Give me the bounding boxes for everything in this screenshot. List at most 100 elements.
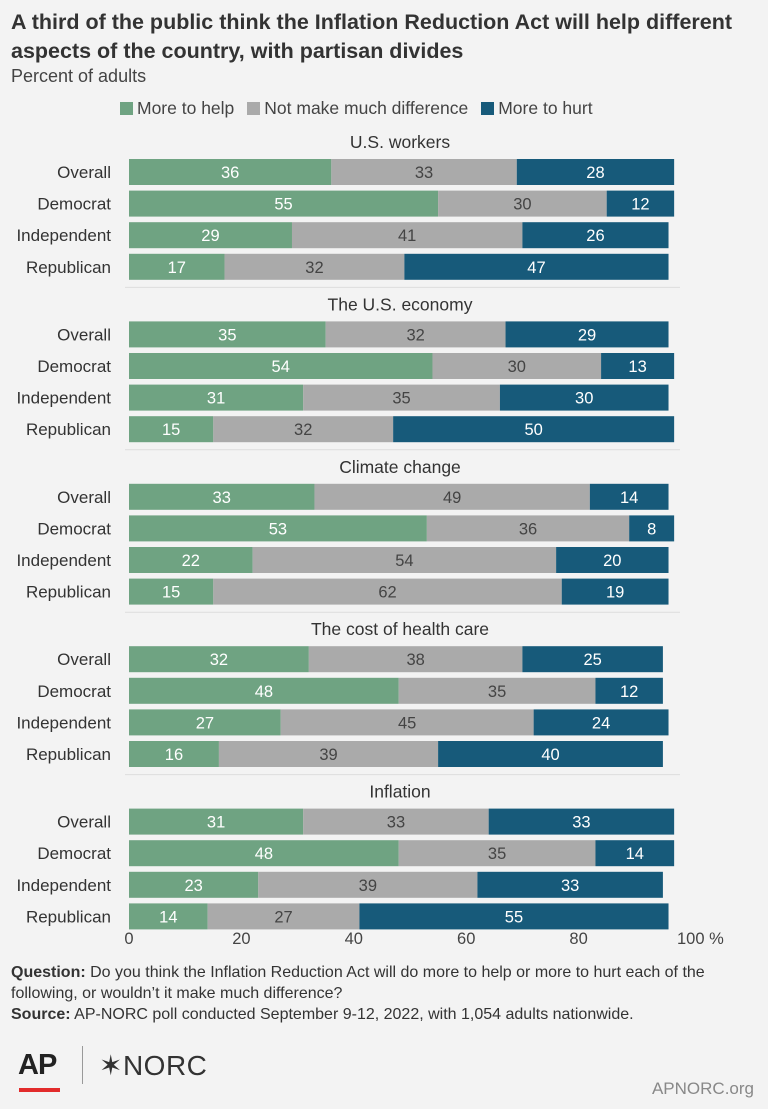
- bar-segment: [556, 547, 669, 573]
- bar-segment: [505, 321, 669, 348]
- data-label: 19: [606, 584, 624, 602]
- bar-segment: [432, 353, 602, 379]
- bar-segment: [129, 840, 399, 867]
- data-label: 45: [398, 714, 416, 732]
- data-label: 16: [165, 746, 183, 764]
- bar-segment: [393, 416, 675, 443]
- bar-segment: [398, 677, 596, 704]
- legend-item-hurt: More to hurt: [481, 98, 593, 119]
- row-label: Overall: [57, 813, 111, 832]
- data-label: 50: [524, 421, 542, 439]
- bar-segment: [252, 547, 557, 573]
- data-label: 22: [182, 552, 200, 570]
- source-label: Source:: [11, 1006, 71, 1023]
- legend-label-help: More to help: [137, 98, 235, 118]
- source-note: Source: AP-NORC poll conducted September…: [11, 1004, 761, 1025]
- bar-segment: [129, 903, 208, 930]
- bar-segment: [522, 646, 663, 673]
- data-label: 36: [519, 520, 537, 538]
- chart-title: A third of the public think the Inflatio…: [11, 10, 733, 63]
- group-title: Inflation: [369, 782, 430, 802]
- bar-segment: [129, 677, 399, 704]
- data-label: 32: [294, 421, 312, 439]
- bar-segment: [488, 808, 675, 835]
- data-label: 25: [583, 651, 601, 669]
- data-label: 15: [162, 421, 180, 439]
- bar-segment: [303, 808, 489, 835]
- bar-segment: [398, 840, 596, 867]
- question-note: Question: Do you think the Inflation Red…: [11, 962, 761, 1004]
- data-label: 33: [213, 489, 231, 507]
- bar-segment: [308, 646, 523, 673]
- bar-segment: [129, 646, 309, 673]
- row-label: Independent: [16, 551, 111, 570]
- data-label: 32: [305, 259, 323, 277]
- data-label: 48: [255, 683, 273, 701]
- row-label: Republican: [26, 258, 111, 277]
- bar-segment: [129, 190, 439, 217]
- row-label: Democrat: [37, 519, 111, 538]
- bar-segment: [129, 871, 259, 898]
- row-label: Overall: [57, 488, 111, 507]
- bar-segment: [129, 515, 427, 542]
- data-label: 31: [207, 814, 225, 832]
- x-tick-label: 60: [457, 930, 475, 948]
- data-label: 33: [572, 814, 590, 832]
- bar-segment: [129, 709, 281, 736]
- bar-segment: [516, 159, 675, 185]
- data-label: 33: [561, 877, 579, 895]
- data-label: 27: [196, 714, 214, 732]
- bar-segment: [291, 222, 523, 249]
- group-title: The U.S. economy: [328, 294, 473, 314]
- row-label: Independent: [16, 713, 111, 732]
- row-label: Overall: [57, 163, 111, 182]
- data-label: 30: [508, 358, 526, 376]
- row-label: Independent: [16, 389, 111, 408]
- ap-logo-text: AP: [18, 1048, 57, 1081]
- chart-subtitle: Percent of adults: [11, 66, 147, 86]
- bar-segment: [129, 384, 304, 411]
- stacked-bar-chart: U.S. workers Overall 36 33 28 Democrat 55 30 12 I…: [16, 132, 724, 948]
- bar-segment: [129, 222, 292, 249]
- x-tick-label: 0: [124, 930, 133, 948]
- row-label: Democrat: [37, 195, 111, 214]
- bar-segment: [404, 253, 669, 280]
- data-label: 32: [210, 651, 228, 669]
- bar-segment: [129, 353, 433, 379]
- footer-notes: Question: Do you think the Inflation Red…: [11, 962, 761, 1025]
- row-label: Overall: [57, 325, 111, 344]
- data-label: 24: [592, 714, 610, 732]
- bar-segment: [601, 353, 675, 379]
- legend-swatch-hurt: [481, 102, 495, 115]
- bar-segment: [129, 578, 214, 605]
- bar-segment: [325, 321, 506, 348]
- bar-segment: [129, 159, 332, 185]
- bar-segment: [224, 253, 405, 280]
- legend-swatch-neutral: [247, 102, 261, 115]
- data-label: 35: [218, 326, 236, 344]
- data-label: 33: [387, 814, 405, 832]
- x-tick-label: 100 %: [677, 930, 724, 948]
- bar-segment: [561, 578, 669, 605]
- row-label: Independent: [16, 876, 111, 895]
- bar-segment: [213, 578, 562, 605]
- bar-segment: [207, 903, 360, 930]
- bar-segment: [629, 515, 675, 542]
- data-label: 41: [398, 227, 416, 245]
- data-label: 17: [168, 259, 186, 277]
- data-label: 29: [578, 326, 596, 344]
- data-label: 30: [513, 196, 531, 214]
- bar-segment: [129, 416, 214, 443]
- legend-item-neutral: Not make much difference: [247, 98, 468, 119]
- data-label: 36: [221, 164, 239, 182]
- legend-label-hurt: More to hurt: [498, 98, 593, 118]
- data-label: 48: [255, 845, 273, 863]
- bar-segment: [129, 483, 315, 510]
- data-label: 14: [626, 845, 644, 863]
- data-label: 39: [359, 877, 377, 895]
- bar-segment: [129, 808, 304, 835]
- data-label: 28: [586, 164, 604, 182]
- x-tick-label: 80: [569, 930, 587, 948]
- logos: AP ✶NORC: [18, 1040, 207, 1092]
- bar-segment: [129, 741, 219, 767]
